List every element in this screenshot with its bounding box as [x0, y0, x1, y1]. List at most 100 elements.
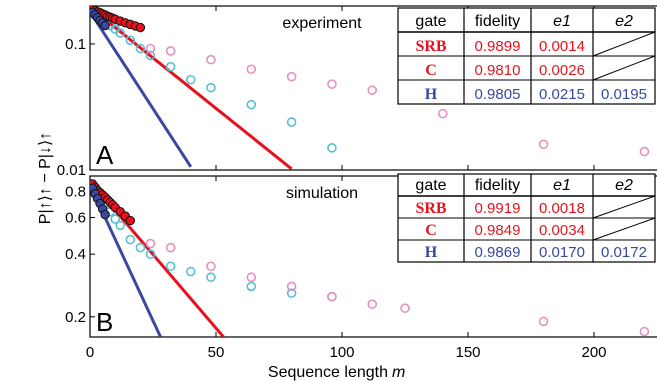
table-header-cell: e1 — [553, 13, 571, 30]
plot-frame — [89, 175, 657, 338]
x-tick-label: 200 — [581, 344, 606, 361]
data-point — [206, 261, 216, 272]
data-point — [100, 209, 110, 220]
table-gate-cell: C — [425, 62, 437, 79]
data-point — [206, 82, 216, 93]
x-tick-label: 150 — [455, 344, 480, 361]
table-header-cell: fidelity — [475, 177, 520, 194]
data-point — [437, 108, 448, 119]
table-header-cell: fidelity — [475, 13, 520, 30]
table-empty-slash — [592, 31, 656, 57]
data-point — [327, 291, 337, 302]
panel-title: simulation — [286, 185, 358, 202]
data-point — [246, 99, 257, 110]
x-tick-label: 0 — [86, 344, 94, 361]
data-point — [125, 215, 136, 226]
data-point — [186, 266, 196, 277]
data-point — [400, 303, 410, 314]
data-point — [145, 50, 156, 61]
data-point — [286, 117, 297, 127]
y-tick-label: 0.4 — [65, 246, 86, 263]
data-point — [165, 46, 176, 56]
table-value-cell: 0.0034 — [539, 222, 585, 239]
data-point — [165, 242, 176, 253]
data-point — [639, 146, 650, 157]
table-value-cell: 0.9849 — [475, 222, 521, 239]
panel-title: experiment — [282, 15, 362, 32]
table-header-cell: gate — [415, 13, 446, 30]
table-gate-cell: SRB — [415, 200, 446, 217]
table-value-cell: 0.0018 — [539, 200, 585, 217]
data-point — [135, 43, 146, 54]
data-point — [327, 79, 337, 89]
data-point — [286, 281, 297, 292]
fidelity-table: gate fidelity e1 e2 SRB 0.9919 0.0018 C 0.9849 0.… — [397, 173, 656, 263]
data-point — [135, 242, 146, 253]
y-tick-label: 0.8 — [65, 184, 86, 201]
table-gate-cell: SRB — [415, 38, 446, 55]
table-gate-cell: C — [425, 222, 437, 239]
data-point — [110, 214, 120, 224]
plot-area — [90, 179, 650, 337]
y-tick-label: 0.01 — [57, 162, 86, 179]
data-point — [145, 43, 156, 54]
data-point — [246, 64, 257, 75]
table-value-cell: 0.0170 — [539, 244, 585, 261]
data-point — [145, 238, 156, 249]
table-header-cell: e1 — [553, 177, 571, 194]
x-axis-label: Sequence length — [268, 364, 388, 381]
data-point — [639, 326, 650, 337]
data-point — [125, 234, 136, 245]
data-point — [135, 22, 146, 33]
table-value-cell: 0.9869 — [475, 244, 521, 261]
table-value-cell: 0.9805 — [475, 86, 521, 103]
data-point — [538, 316, 549, 327]
data-point — [327, 143, 337, 153]
table-value-cell: 0.0014 — [539, 38, 585, 55]
y-axis-label: P|↑⟩↑ − P|↓⟩↑ — [37, 132, 54, 224]
plot-frame — [89, 5, 657, 171]
data-point — [186, 74, 196, 85]
data-point — [115, 28, 126, 38]
data-point — [100, 20, 110, 31]
fidelity-table: gate fidelity e1 e2 SRB 0.9899 0.0014 C 0.9810 0.… — [397, 7, 656, 105]
table-empty-slash — [592, 55, 656, 81]
table-value-cell: 0.0026 — [539, 62, 585, 79]
data-point — [125, 35, 136, 46]
table-gate-cell: H — [425, 86, 438, 103]
table-empty-slash — [592, 217, 656, 241]
table-header-cell: e2 — [615, 13, 633, 30]
data-point — [286, 71, 297, 82]
table-value-cell: 0.9899 — [475, 38, 521, 55]
x-tick-label: 50 — [208, 344, 225, 361]
fit-line — [90, 6, 293, 170]
x-tick-label: 100 — [329, 344, 354, 361]
table-value-cell: 0.9810 — [475, 62, 521, 79]
table-empty-slash — [592, 195, 656, 219]
x-axis-label-variable: m — [392, 364, 405, 381]
data-point — [367, 85, 378, 95]
data-point — [246, 272, 257, 283]
table-gate-cell: H — [425, 244, 438, 261]
y-tick-label: 0.2 — [65, 309, 86, 326]
x-axis: 0 50 100 150 200 — [86, 344, 607, 361]
y-tick-label: 0.6 — [65, 210, 86, 227]
plot-area — [90, 6, 650, 170]
panel-letter: A — [96, 140, 114, 170]
panel-letter: B — [96, 307, 113, 337]
data-point — [538, 139, 549, 150]
y-tick-label: 0.1 — [65, 36, 86, 53]
data-point — [246, 281, 257, 292]
table-value-cell: 0.0195 — [601, 86, 647, 103]
data-point — [206, 54, 216, 65]
table-value-cell: 0.0172 — [601, 244, 647, 261]
data-point — [115, 220, 126, 231]
data-point — [145, 249, 156, 259]
table-value-cell: 0.9919 — [475, 200, 521, 217]
data-point — [367, 299, 378, 309]
data-point — [286, 288, 297, 298]
data-point — [165, 261, 176, 272]
